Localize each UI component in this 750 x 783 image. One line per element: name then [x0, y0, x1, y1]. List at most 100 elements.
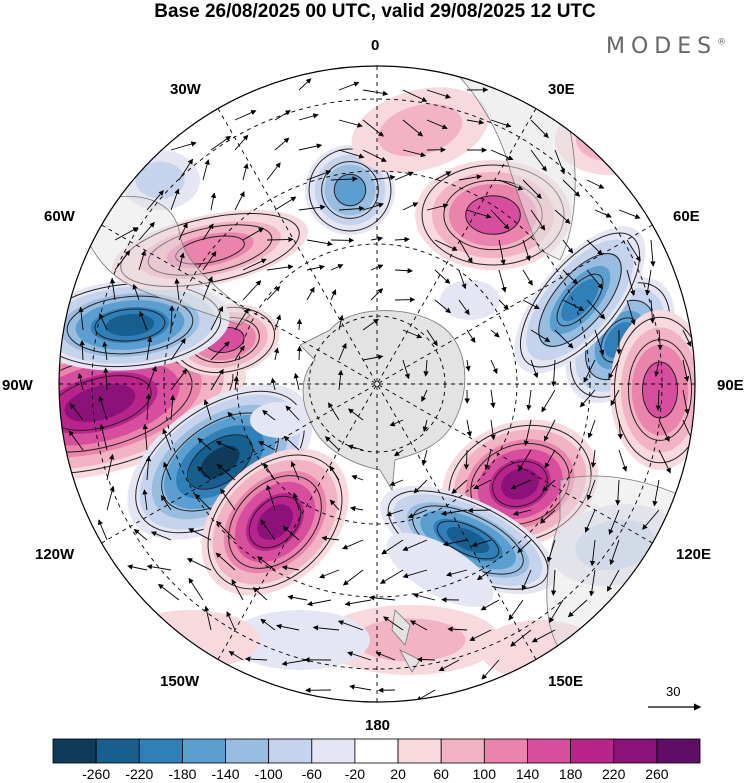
- wind-vector: [306, 286, 315, 301]
- lon-label-180: 180: [365, 717, 391, 734]
- wind-vector: [347, 651, 372, 661]
- wind-vector: [594, 209, 612, 218]
- wind-vector: [490, 359, 498, 375]
- wind-vector: [544, 449, 556, 469]
- wind-vector: [546, 539, 556, 563]
- colorbar-swatch-13: [613, 738, 658, 764]
- wind-vector: [426, 329, 438, 347]
- wind-vector: [178, 158, 193, 181]
- wind-vector: [465, 359, 471, 372]
- wind-vector: [368, 595, 396, 601]
- wind-vector: [407, 509, 428, 519]
- wind-vector: [351, 475, 364, 481]
- wind-vector: [350, 505, 364, 512]
- wind-vector: [321, 535, 340, 542]
- wind-vector: [174, 278, 180, 301]
- wind-vector: [202, 251, 217, 271]
- wind-vector: [389, 479, 404, 487]
- wind-vector: [215, 441, 236, 451]
- wind-vector: [186, 558, 212, 571]
- wind-vector: [203, 399, 212, 421]
- wind-vector: [306, 170, 332, 181]
- wind-vector: [169, 305, 175, 331]
- wind-vector: [610, 389, 620, 406]
- wind-vector: [270, 377, 276, 391]
- wind-vector: [370, 264, 384, 271]
- anomaly-level-5: [105, 313, 155, 337]
- wind-vector: [114, 227, 139, 241]
- wind-vector: [338, 81, 360, 91]
- wind-vector: [484, 449, 492, 471]
- wind-vector: [162, 428, 172, 451]
- wind-vector: [274, 110, 291, 121]
- wind-vector: [98, 519, 108, 541]
- wind-vector: [266, 236, 294, 243]
- wind-vector: [306, 239, 333, 247]
- wind-vector: [285, 405, 300, 421]
- wind-vector: [362, 354, 384, 361]
- anomaly-level-5: [446, 526, 490, 554]
- wind-vector: [127, 564, 148, 571]
- wind-vector: [202, 159, 210, 181]
- wind-vector: [617, 419, 623, 440]
- wind-vector: [607, 569, 620, 592]
- wind-vector: [260, 618, 276, 631]
- wind-vector: [466, 419, 472, 437]
- wind-vector: [109, 278, 116, 301]
- lon-label-120e: 120E: [676, 546, 712, 563]
- wind-vector: [103, 367, 109, 391]
- wind-vector: [142, 489, 148, 511]
- positive-anomaly-19: [480, 620, 600, 680]
- wind-vector: [157, 583, 180, 601]
- wind-vector: [234, 134, 249, 151]
- lon-label-0: 0: [371, 37, 380, 54]
- wind-vector: [234, 345, 245, 361]
- anomaly-fields: [59, 87, 695, 680]
- wind-vector: [77, 372, 84, 391]
- colorbar-swatch-6: [311, 738, 356, 764]
- colorbar-tick-label: -100: [254, 766, 283, 782]
- anomaly-level-0: [386, 533, 494, 607]
- wind-vector: [541, 389, 556, 413]
- anomaly-level-3: [334, 174, 366, 206]
- lon-label-90e: 90E: [717, 377, 744, 394]
- wind-vector: [542, 479, 556, 492]
- wind-vector: [490, 419, 496, 441]
- colorbar-tick-label: 100: [472, 766, 496, 782]
- lon-label-150w: 150W: [160, 673, 200, 690]
- height-contour-2: [308, 148, 392, 232]
- wind-vector: [338, 149, 365, 159]
- wind-vector: [330, 176, 358, 182]
- wind-vector: [440, 509, 468, 516]
- wind-vector: [260, 519, 276, 541]
- wind-vector: [654, 359, 660, 377]
- wind-vector: [498, 299, 509, 310]
- lon-label-150e: 150E: [548, 673, 584, 690]
- wind-vector: [608, 509, 620, 535]
- colorbar-tick-label: 140: [515, 766, 540, 782]
- wind-vector: [146, 336, 153, 361]
- anomaly-level-3: [642, 362, 678, 418]
- wind-vector: [330, 289, 337, 301]
- wind-vector: [178, 222, 188, 241]
- wind-vector: [210, 192, 217, 211]
- wind-vector: [586, 299, 606, 320]
- wind-vector: [170, 368, 188, 391]
- anomaly-level-6: [200, 445, 240, 479]
- wind-vector: [471, 539, 492, 548]
- wind-vector: [587, 419, 596, 439]
- colorbar-swatch-5: [268, 738, 313, 764]
- anomaly-level-1: [377, 103, 463, 157]
- anomaly-level-0: [480, 620, 600, 680]
- wind-vector: [549, 599, 564, 623]
- anomaly-level-0: [120, 610, 260, 670]
- wind-vector: [329, 499, 340, 511]
- wind-vector: [463, 449, 470, 470]
- wind-vector: [512, 509, 532, 516]
- colorbar: [52, 738, 701, 764]
- wind-vector: [608, 359, 620, 379]
- wind-vector: [657, 329, 663, 351]
- lon-label-90w: 90W: [2, 377, 33, 394]
- colorbar-tick-label: -180: [168, 766, 197, 782]
